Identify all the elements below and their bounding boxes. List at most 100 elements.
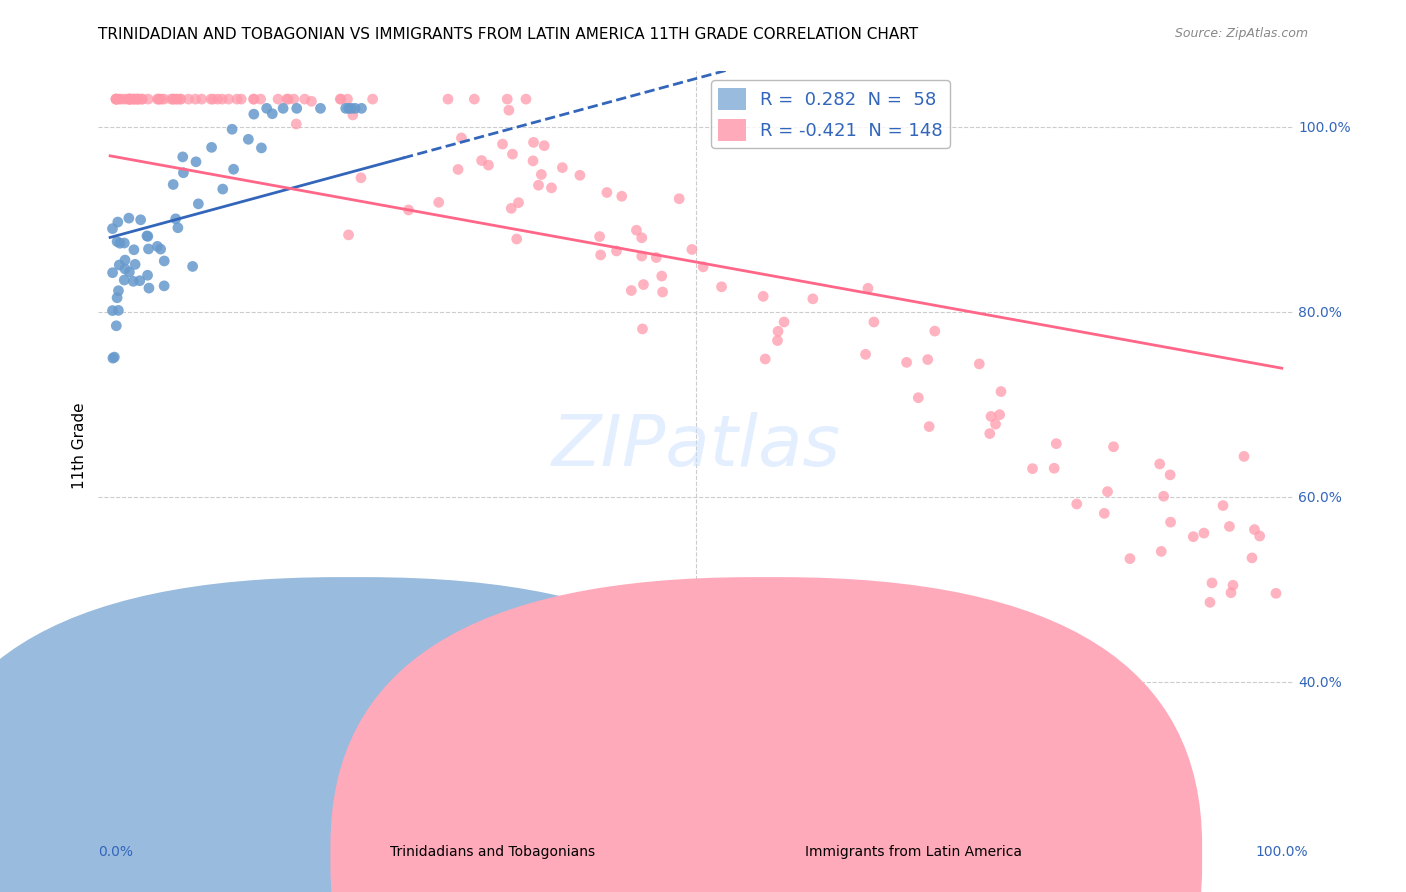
Point xyxy=(344,101,367,115)
Point xyxy=(540,181,562,195)
Point xyxy=(101,351,124,365)
Point xyxy=(551,161,574,175)
Point xyxy=(337,101,360,115)
Point xyxy=(153,92,176,106)
Point xyxy=(329,92,352,106)
Point xyxy=(1182,530,1205,544)
Text: 100.0%: 100.0% xyxy=(1256,845,1308,859)
Point xyxy=(136,268,159,283)
Point xyxy=(1043,461,1066,475)
Point xyxy=(262,106,284,120)
Point xyxy=(335,101,357,115)
Point xyxy=(685,647,707,661)
Point xyxy=(501,202,523,216)
Text: 0.0%: 0.0% xyxy=(98,845,134,859)
Point xyxy=(980,409,1002,424)
Point xyxy=(153,254,176,268)
Point xyxy=(907,391,929,405)
Point xyxy=(250,141,273,155)
Point xyxy=(1092,506,1115,520)
Point xyxy=(131,92,153,106)
Point xyxy=(801,292,824,306)
Point xyxy=(165,92,187,106)
Point xyxy=(118,92,141,106)
Point xyxy=(508,195,530,210)
Point xyxy=(167,220,190,235)
Point xyxy=(437,92,460,106)
Point xyxy=(450,131,472,145)
Point xyxy=(114,92,136,106)
Point xyxy=(1222,578,1244,592)
Point xyxy=(755,748,778,763)
Point xyxy=(463,92,485,106)
Point xyxy=(645,251,668,265)
Point xyxy=(105,92,128,106)
Point xyxy=(988,408,1011,422)
Point xyxy=(984,417,1007,431)
Point xyxy=(336,92,359,106)
Point xyxy=(924,324,946,338)
Text: ZIPatlas: ZIPatlas xyxy=(551,411,841,481)
Point xyxy=(122,274,145,288)
Point xyxy=(990,384,1012,399)
Legend: R =  0.282  N =  58, R = -0.421  N = 148: R = 0.282 N = 58, R = -0.421 N = 148 xyxy=(711,80,950,148)
Point xyxy=(181,260,204,274)
Text: Source: ZipAtlas.com: Source: ZipAtlas.com xyxy=(1174,27,1308,40)
Point xyxy=(122,92,145,106)
Point xyxy=(118,265,141,279)
Point xyxy=(299,95,322,109)
Point xyxy=(1240,550,1263,565)
Point xyxy=(505,232,527,246)
Point xyxy=(107,303,129,318)
Point xyxy=(105,92,128,106)
Point xyxy=(568,169,591,183)
Point xyxy=(211,182,233,196)
Point xyxy=(605,244,627,258)
Point xyxy=(1066,497,1088,511)
Point xyxy=(967,357,990,371)
Point xyxy=(855,347,877,361)
Point xyxy=(1192,526,1215,541)
Point xyxy=(766,334,789,348)
Point xyxy=(200,140,222,154)
Point xyxy=(162,92,184,106)
Point xyxy=(477,158,499,172)
Point xyxy=(105,92,128,106)
Point xyxy=(124,257,146,271)
Point xyxy=(108,92,131,106)
Point xyxy=(427,195,450,210)
Point xyxy=(651,285,673,299)
Point xyxy=(169,92,191,106)
Point xyxy=(120,92,142,106)
Point xyxy=(105,92,128,106)
Point xyxy=(153,278,176,293)
Point xyxy=(1243,523,1265,537)
Point xyxy=(127,92,149,106)
Point xyxy=(522,136,544,150)
Point xyxy=(108,258,131,272)
Point xyxy=(184,92,207,106)
Point xyxy=(471,153,494,168)
Point xyxy=(329,92,352,106)
Point xyxy=(1149,457,1171,471)
Point xyxy=(271,101,294,115)
Point xyxy=(162,178,184,192)
Point xyxy=(1160,515,1182,529)
Point xyxy=(105,291,128,305)
Point xyxy=(1150,544,1173,558)
Point xyxy=(249,92,271,106)
Point xyxy=(170,92,193,106)
Point xyxy=(211,92,233,106)
Point xyxy=(242,92,264,106)
Point xyxy=(589,248,612,262)
Point xyxy=(863,315,886,329)
Point xyxy=(754,351,776,366)
Point xyxy=(610,189,633,203)
Point xyxy=(131,92,153,106)
Point xyxy=(108,236,131,251)
Point xyxy=(207,92,229,106)
Point xyxy=(226,92,249,106)
Point xyxy=(342,108,364,122)
Point xyxy=(136,228,159,243)
Point xyxy=(1045,436,1067,450)
